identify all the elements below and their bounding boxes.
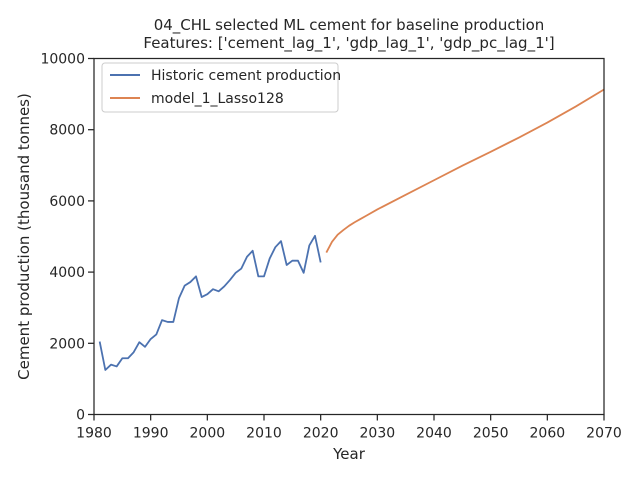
y-tick-label: 6000 (49, 194, 85, 210)
legend-label-historic: Historic cement production (151, 68, 341, 84)
x-tick-label: 2050 (473, 426, 509, 442)
y-axis-ticks: 0 2000 4000 6000 8000 10000 (40, 52, 94, 424)
legend-label-model: model_1_Lasso128 (151, 91, 284, 107)
x-axis-label: Year (332, 445, 366, 463)
x-tick-label: 2070 (586, 426, 622, 442)
x-tick-label: 2010 (246, 426, 282, 442)
series-line-model (325, 88, 605, 253)
y-tick-label: 0 (76, 408, 85, 424)
x-tick-label: 2030 (360, 426, 396, 442)
chart-title-line2: Features: ['cement_lag_1', 'gdp_lag_1', … (143, 34, 554, 53)
chart-title-line1: 04_CHL selected ML cement for baseline p… (154, 16, 545, 35)
series-line-historic (98, 234, 322, 371)
x-axis-ticks: 1980 1990 2000 2010 2020 2030 2040 2050 2060 2070 (76, 414, 622, 442)
x-tick-label: 2000 (190, 426, 226, 442)
series-layer (98, 88, 605, 371)
x-tick-label: 1990 (133, 426, 169, 442)
x-tick-label: 2060 (530, 426, 566, 442)
legend: Historic cement production model_1_Lasso… (101, 62, 341, 113)
y-axis-label: Cement production (thousand tonnes) (15, 93, 33, 380)
y-tick-label: 4000 (49, 265, 85, 281)
plot-frame (93, 57, 605, 416)
y-tick-label: 8000 (49, 123, 85, 139)
x-tick-label: 1980 (76, 426, 112, 442)
x-tick-label: 2020 (303, 426, 339, 442)
x-tick-label: 2040 (416, 426, 452, 442)
y-tick-label: 2000 (49, 336, 85, 352)
legend-frame (101, 62, 339, 113)
y-tick-label: 10000 (40, 52, 85, 68)
